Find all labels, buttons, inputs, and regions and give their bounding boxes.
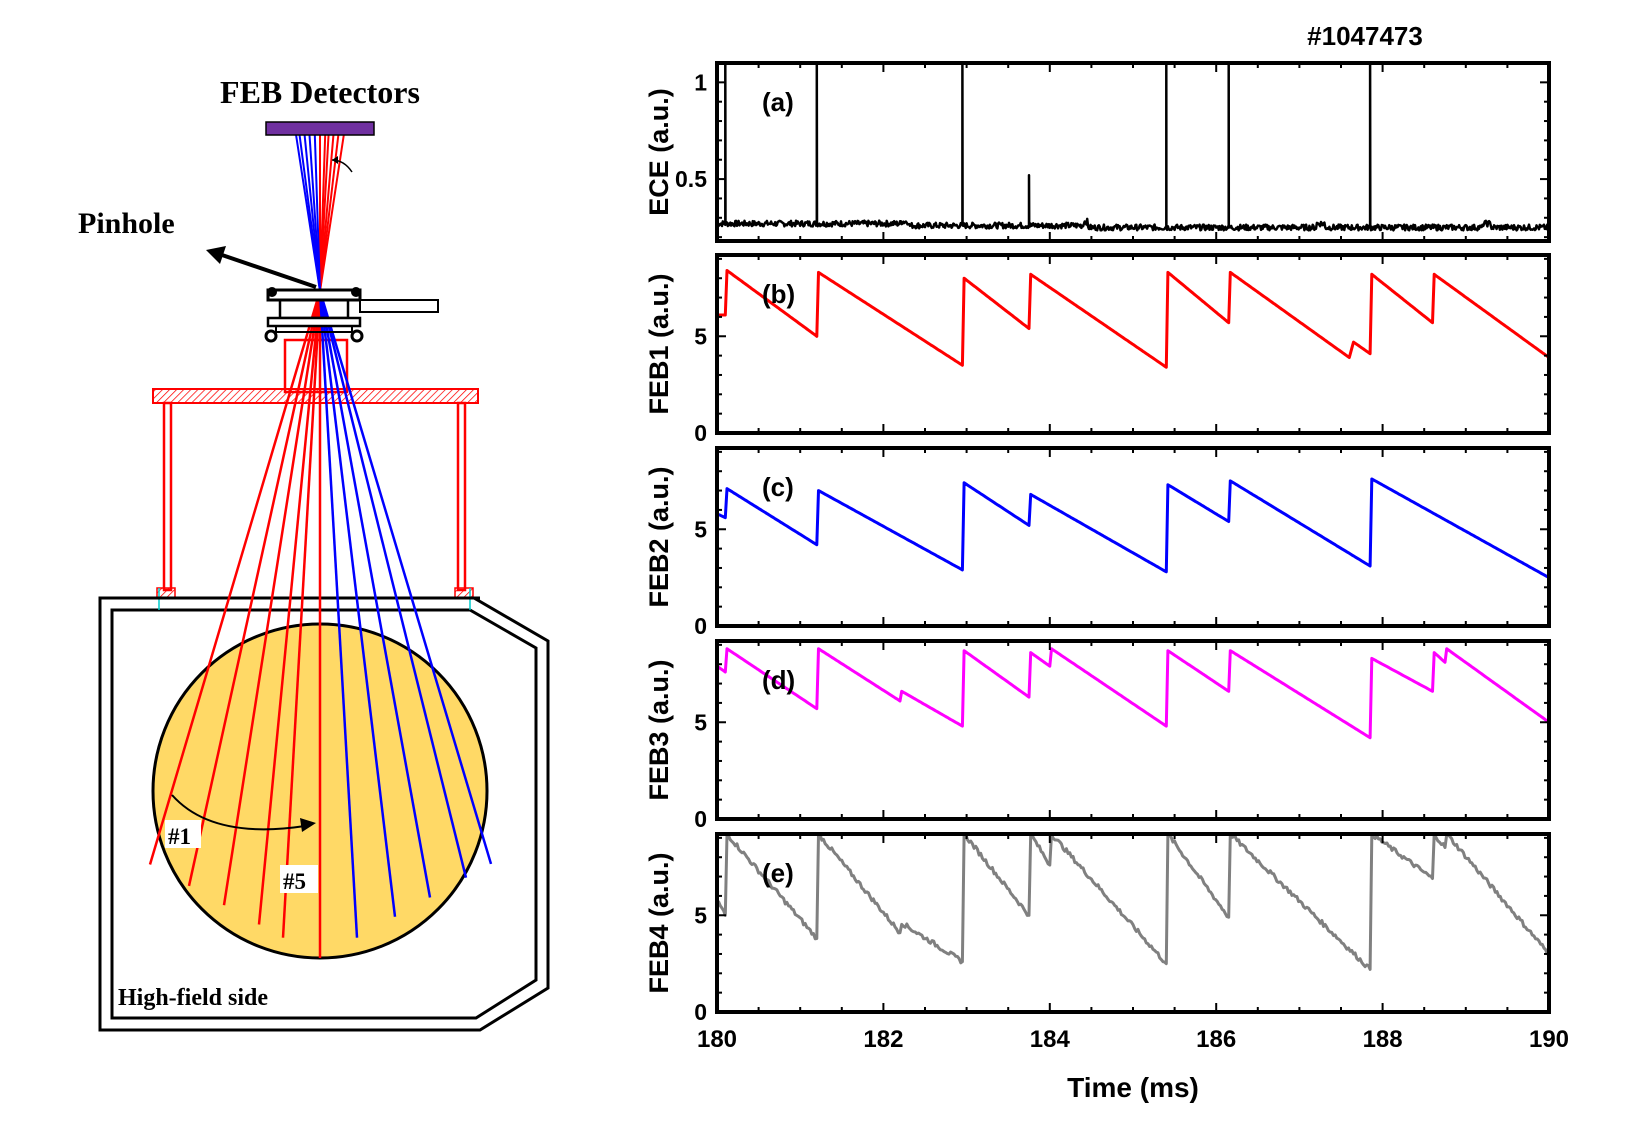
x-tick-label: 186 — [1196, 1026, 1236, 1053]
feb-detector-array — [265, 121, 375, 136]
panel-tag: (e) — [762, 858, 794, 888]
panel-4: 0 5 (d) FEB3 (a.u.) — [644, 639, 1551, 832]
time-trace-charts: #1047473 0.5 1 (a) ECE (a.u.) 0 5 (b) FEB1 (a.u… — [644, 21, 1569, 1103]
pinhole-arrow — [221, 253, 317, 289]
x-tick-label: 184 — [1030, 1026, 1071, 1053]
chord-index-arrow — [171, 794, 306, 831]
panel-1: 0.5 1 (a) ECE (a.u.) — [644, 61, 1551, 243]
high-field-side-label: High-field side — [118, 985, 268, 1011]
panel-tag: (a) — [762, 87, 794, 117]
panel-tag: (d) — [762, 665, 795, 695]
sightline-10 — [318, 290, 468, 879]
panel-frame-3 — [715, 446, 1551, 628]
sightline-8 — [318, 290, 397, 917]
frame-left-leg — [162, 401, 173, 592]
sightline-1 — [148, 290, 322, 865]
y-axis-label: FEB1 (a.u.) — [644, 273, 674, 414]
chord-fifth-label: #5 — [283, 869, 306, 894]
panel-tag: (b) — [762, 279, 795, 309]
shot-number-label: #1047473 — [1307, 21, 1423, 51]
y-tick-label: 5 — [694, 709, 707, 735]
y-tick-label: 5 — [694, 516, 707, 542]
x-tick-label: 190 — [1529, 1026, 1569, 1053]
panel-frame-1 — [715, 61, 1551, 243]
panel-2: 0 5 (b) FEB1 (a.u.) — [644, 253, 1551, 446]
series-line-4 — [716, 647, 1550, 740]
sightline-upper-11 — [295, 134, 321, 292]
y-tick-label: 1 — [694, 69, 707, 95]
series-line-1 — [716, 61, 1551, 232]
y-axis-label: FEB3 (a.u.) — [644, 659, 674, 800]
y-tick-label: 0.5 — [675, 166, 707, 192]
sightline-9 — [318, 290, 432, 898]
lines-of-sight — [148, 134, 493, 958]
x-tick-label: 188 — [1363, 1026, 1403, 1053]
sightline-5 — [281, 290, 322, 938]
frame-right-leg — [456, 401, 467, 592]
panel-3: 0 5 (c) FEB2 (a.u.) — [644, 446, 1551, 639]
y-tick-label: 0 — [694, 806, 707, 832]
support-frame — [150, 338, 480, 610]
x-tick-label: 180 — [697, 1026, 737, 1053]
chord-first-label: #1 — [168, 824, 191, 849]
x-tick-label: 182 — [863, 1026, 903, 1053]
pinhole-assembly — [264, 287, 439, 343]
y-axis-label: FEB4 (a.u.) — [644, 852, 674, 993]
y-tick-label: 5 — [694, 902, 707, 928]
diagnostic-geometry-diagram: FEB Detectors Pinhole #1 #5 High-field s… — [78, 74, 550, 1032]
y-tick-label: 5 — [694, 323, 707, 349]
sightline-3 — [222, 290, 322, 906]
series-line-2 — [717, 269, 1550, 369]
detectors-label: FEB Detectors — [220, 74, 420, 110]
series-line-3 — [716, 477, 1550, 579]
sightline-7 — [318, 290, 359, 938]
y-axis-label: FEB2 (a.u.) — [644, 466, 674, 607]
sightline-11 — [318, 290, 493, 865]
sightline-2 — [187, 290, 322, 887]
shared-time-axis: 180 182 184 186 188 190 — [697, 1026, 1569, 1053]
y-tick-label: 0 — [694, 613, 707, 639]
y-tick-label: 0 — [694, 420, 707, 446]
y-tick-label: 0 — [694, 999, 707, 1025]
x-axis-label: Time (ms) — [1067, 1072, 1199, 1103]
series-line-5 — [716, 832, 1550, 971]
panel-tag: (c) — [762, 472, 794, 502]
y-axis-label: ECE (a.u.) — [644, 88, 674, 216]
panel-5: 0 5 (e) FEB4 (a.u.) — [644, 832, 1551, 1025]
sightline-4 — [257, 290, 322, 925]
pinhole-label: Pinhole — [78, 207, 175, 240]
panel-frame-4 — [715, 639, 1551, 821]
